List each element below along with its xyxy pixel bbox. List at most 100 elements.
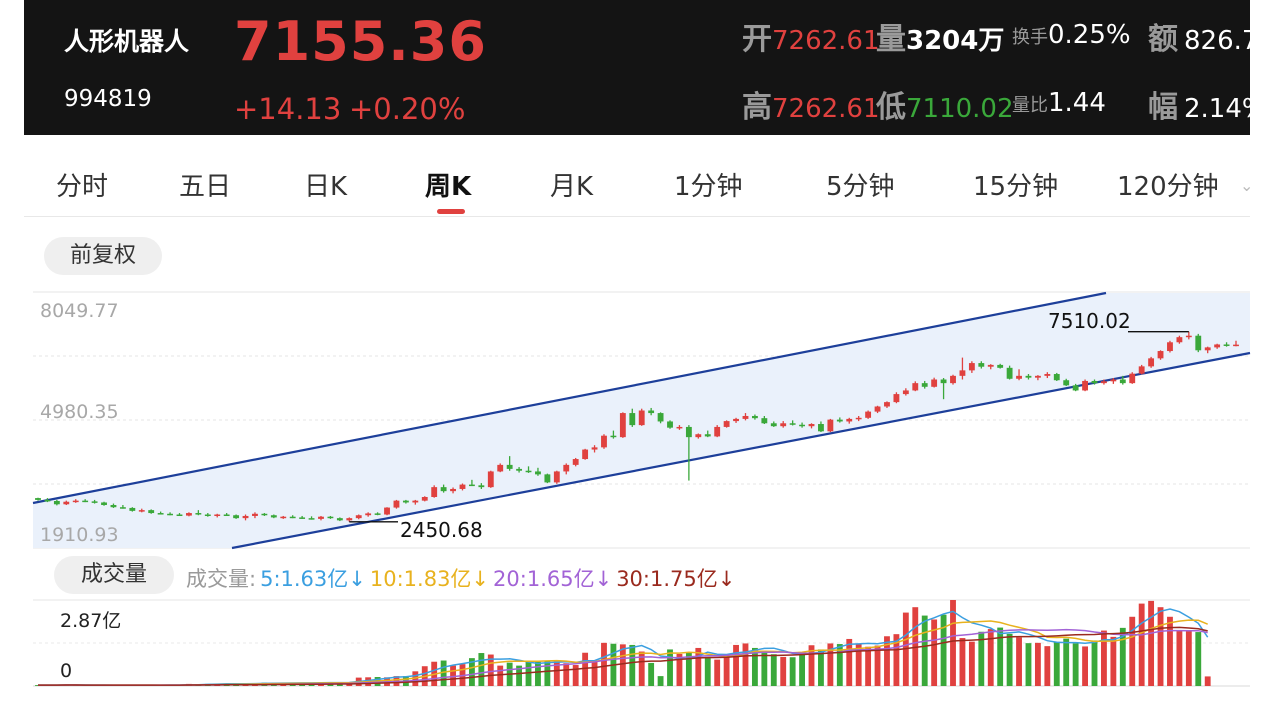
candle-body [35,498,41,500]
volume-bar [723,655,730,686]
volume-bar [940,614,947,686]
candle-body [751,415,758,419]
tab-intraday[interactable]: 分时 [56,172,109,202]
candle-body [157,513,164,515]
candle-body [468,484,475,487]
candle-body [1006,367,1013,379]
volume-bar [685,652,692,686]
candle-body [695,434,702,438]
volume-bar [855,643,862,686]
trend-channel-lower-line [231,351,1251,550]
candle-body [318,516,324,519]
volume-bar [865,646,872,686]
tab-15min[interactable]: 15分钟 [973,172,1059,202]
candle-body [214,514,221,517]
candle-body [572,459,579,465]
volume-bar [1185,630,1192,686]
volume-bar [818,649,824,686]
volume-max-label: 2.87亿 [60,610,122,632]
volume-bar [478,653,485,686]
volume-bar [582,652,589,686]
candle-body [233,515,240,519]
volume-bar [789,657,796,686]
volume-bar [1053,641,1060,686]
volume-bar [591,661,598,686]
volume-bar [1082,646,1088,686]
volume-bar [846,638,853,686]
candle-body [619,413,626,438]
candle-body [884,402,890,407]
candle-body [648,410,655,414]
volume-bar [516,665,523,686]
candle-body [516,468,523,471]
chevron-down-icon[interactable]: ⌄ [1240,176,1254,195]
legend-prefix: 成交量: [186,567,257,591]
candle-body [818,424,824,432]
candle-body [610,435,617,438]
volume-bar [1204,676,1211,686]
candle-body [252,513,258,516]
candle-body [685,426,692,438]
candle-body [374,513,381,515]
candle-body [1185,335,1192,338]
volume-ma-lines [38,608,1209,686]
tab-five-day[interactable]: 五日 [179,172,232,202]
candle-body [761,418,768,424]
y-label-bottom: 1910.93 [40,524,119,546]
tab-daily-k[interactable]: 日K [304,172,348,202]
volume-bar [657,676,664,686]
candlestick-series [35,331,1239,522]
candle-body [402,500,409,503]
candle-body [582,449,589,460]
candle-body [959,370,966,376]
candle-body [1195,335,1202,351]
volume-bar [1148,600,1155,686]
tab-1min[interactable]: 1分钟 [674,172,743,202]
volume-bar [450,665,456,686]
candle-body [261,513,268,516]
candle-body [110,505,117,508]
volume-bar [1110,636,1117,686]
volume-ratio-stat: 量比1.44 [1012,88,1106,118]
volume-bar [648,662,655,686]
candle-body [921,383,928,387]
legend-ma10: 10:1.83亿↓ [369,567,490,591]
tab-weekly-k[interactable]: 周K [425,172,472,202]
candle-body [270,515,277,518]
candle-body [1233,344,1239,347]
legend-ma30: 30:1.75亿↓ [616,567,736,591]
tab-120min[interactable]: 120分钟 [1117,172,1219,202]
volume-bar [553,661,560,686]
tab-monthly-k[interactable]: 月K [550,172,594,202]
candle-body [591,447,598,450]
candle-body [327,516,334,519]
candle-body [1223,344,1230,346]
volume-indicator-button[interactable]: 成交量 [54,556,174,594]
volume-bar [893,634,900,686]
candle-body [657,413,664,422]
volume-bar [751,647,758,686]
candle-body [780,423,787,427]
candle-body [893,394,900,403]
volume-bar [1129,616,1136,686]
volume-bar [1157,607,1164,686]
volume-zero-label: 0 [60,660,73,682]
volume-bar [525,661,532,686]
candle-body [44,499,51,502]
candle-body [601,435,607,448]
volume-bar [714,659,721,686]
candle-body [421,496,428,501]
volume-ma-line [38,626,1208,686]
candle-body [1129,373,1136,384]
volume-bar [978,631,985,686]
volume-bar [619,644,626,686]
adjust-mode-button[interactable]: 前复权 [44,237,162,275]
candle-body [478,485,485,488]
tab-5min[interactable]: 5分钟 [826,172,895,202]
candle-body [1204,347,1211,351]
candle-body [827,419,834,432]
candle-body [1072,385,1079,391]
right-edge-strip [1250,0,1278,718]
candle-body [563,464,570,472]
legend-ma5: 5:1.63亿↓ [260,567,366,591]
